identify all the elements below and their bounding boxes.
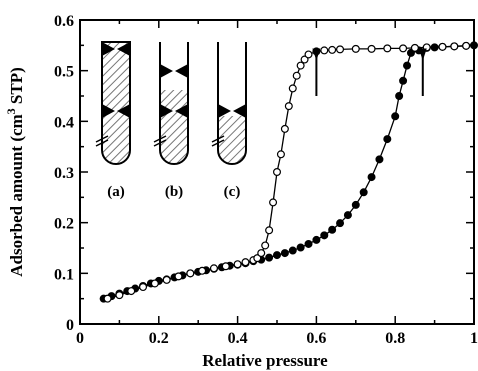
filled-data-point bbox=[470, 41, 478, 50]
open-data-point bbox=[233, 260, 242, 269]
open-data-point bbox=[139, 283, 148, 292]
open-data-point bbox=[450, 42, 459, 51]
y-tick-label: 0.1 bbox=[54, 266, 74, 283]
open-data-point bbox=[174, 272, 183, 281]
y-tick-label: 0.4 bbox=[54, 114, 74, 131]
open-data-point bbox=[462, 41, 471, 50]
inset-label-a: (a) bbox=[107, 184, 125, 200]
y-axis-title: Adsorbed amount (cm3 STP) bbox=[4, 67, 26, 277]
open-data-point bbox=[273, 168, 282, 177]
open-data-point bbox=[253, 254, 262, 263]
open-data-point bbox=[257, 249, 266, 258]
open-data-point bbox=[269, 198, 278, 207]
filled-data-point bbox=[383, 135, 392, 144]
open-data-point bbox=[209, 264, 218, 273]
open-data-point bbox=[261, 241, 270, 250]
filled-data-point bbox=[395, 91, 404, 100]
open-data-point bbox=[320, 46, 329, 55]
filled-data-point bbox=[399, 76, 408, 85]
inset-label-b: (b) bbox=[165, 184, 183, 200]
filled-data-point bbox=[328, 225, 337, 234]
x-tick-label: 1 bbox=[470, 330, 478, 347]
filled-data-point bbox=[304, 239, 313, 248]
filled-data-point bbox=[351, 200, 360, 209]
y-tick-label: 0.2 bbox=[54, 216, 74, 233]
pore-schematics-inset: (a) (b) (c) bbox=[95, 41, 247, 200]
filled-data-point bbox=[430, 43, 439, 52]
x-tick-label: 0.2 bbox=[149, 330, 169, 347]
open-data-point bbox=[383, 44, 392, 53]
open-data-point bbox=[410, 43, 419, 52]
filled-data-point bbox=[375, 155, 384, 164]
open-data-point bbox=[438, 42, 447, 51]
filled-data-point bbox=[359, 188, 368, 197]
x-tick-label: 0.4 bbox=[228, 330, 248, 347]
open-data-point bbox=[284, 102, 293, 111]
filled-data-point bbox=[336, 219, 345, 228]
open-data-point bbox=[300, 55, 309, 64]
open-data-point bbox=[162, 275, 171, 284]
open-data-point bbox=[367, 44, 376, 53]
x-axis-title: Relative pressure bbox=[202, 351, 328, 370]
y-tick-label: 0 bbox=[66, 317, 74, 334]
filled-data-point bbox=[367, 173, 376, 182]
x-tick-label: 0.8 bbox=[385, 330, 405, 347]
filled-data-point bbox=[320, 231, 329, 240]
filled-data-point bbox=[280, 249, 289, 258]
pore-schematic-a: (a) bbox=[95, 41, 131, 200]
open-data-point bbox=[328, 45, 337, 54]
open-data-point bbox=[292, 71, 301, 80]
filled-data-point bbox=[343, 211, 352, 220]
filled-data-point bbox=[312, 235, 321, 244]
filled-data-point bbox=[273, 251, 282, 260]
open-data-point bbox=[221, 262, 230, 271]
y-tick-label: 0.6 bbox=[54, 13, 74, 30]
open-data-point bbox=[296, 61, 305, 70]
filled-data-point bbox=[288, 246, 297, 255]
open-data-point bbox=[336, 45, 345, 54]
open-data-point bbox=[186, 269, 195, 278]
open-data-point bbox=[198, 266, 207, 275]
arrow-head bbox=[312, 48, 321, 61]
filled-data-point bbox=[296, 243, 305, 252]
open-data-point bbox=[103, 294, 112, 303]
open-data-point bbox=[351, 44, 360, 53]
open-data-point bbox=[276, 150, 285, 159]
filled-data-point bbox=[265, 253, 274, 262]
filled-data-point bbox=[406, 48, 415, 57]
filled-data-point bbox=[403, 61, 412, 70]
open-data-point bbox=[115, 291, 124, 300]
open-data-point bbox=[241, 258, 250, 267]
open-data-point bbox=[150, 279, 159, 288]
filled-data-point bbox=[391, 112, 400, 121]
plot-layer: 0 0.2 0.4 0.6 0.8 1 0 0.1 0.2 0.3 0.4 0.5 0.6 Relativ… bbox=[4, 13, 478, 370]
pore-schematic-c: (c) bbox=[211, 42, 247, 200]
x-tick-label: 0 bbox=[76, 330, 84, 347]
open-data-point bbox=[265, 226, 274, 235]
arrow-head bbox=[418, 48, 427, 61]
inset-label-c: (c) bbox=[224, 184, 241, 200]
open-data-point bbox=[288, 84, 297, 93]
x-tick-label: 0.6 bbox=[306, 330, 326, 347]
series-line-1 bbox=[107, 45, 467, 300]
open-data-point bbox=[399, 44, 408, 53]
y-tick-label: 0.5 bbox=[54, 64, 74, 81]
pore-schematic-b: (b) bbox=[153, 42, 189, 200]
open-data-point bbox=[280, 124, 289, 133]
y-tick-label: 0.3 bbox=[54, 165, 74, 182]
open-data-point bbox=[304, 50, 313, 59]
open-data-point bbox=[127, 287, 136, 296]
